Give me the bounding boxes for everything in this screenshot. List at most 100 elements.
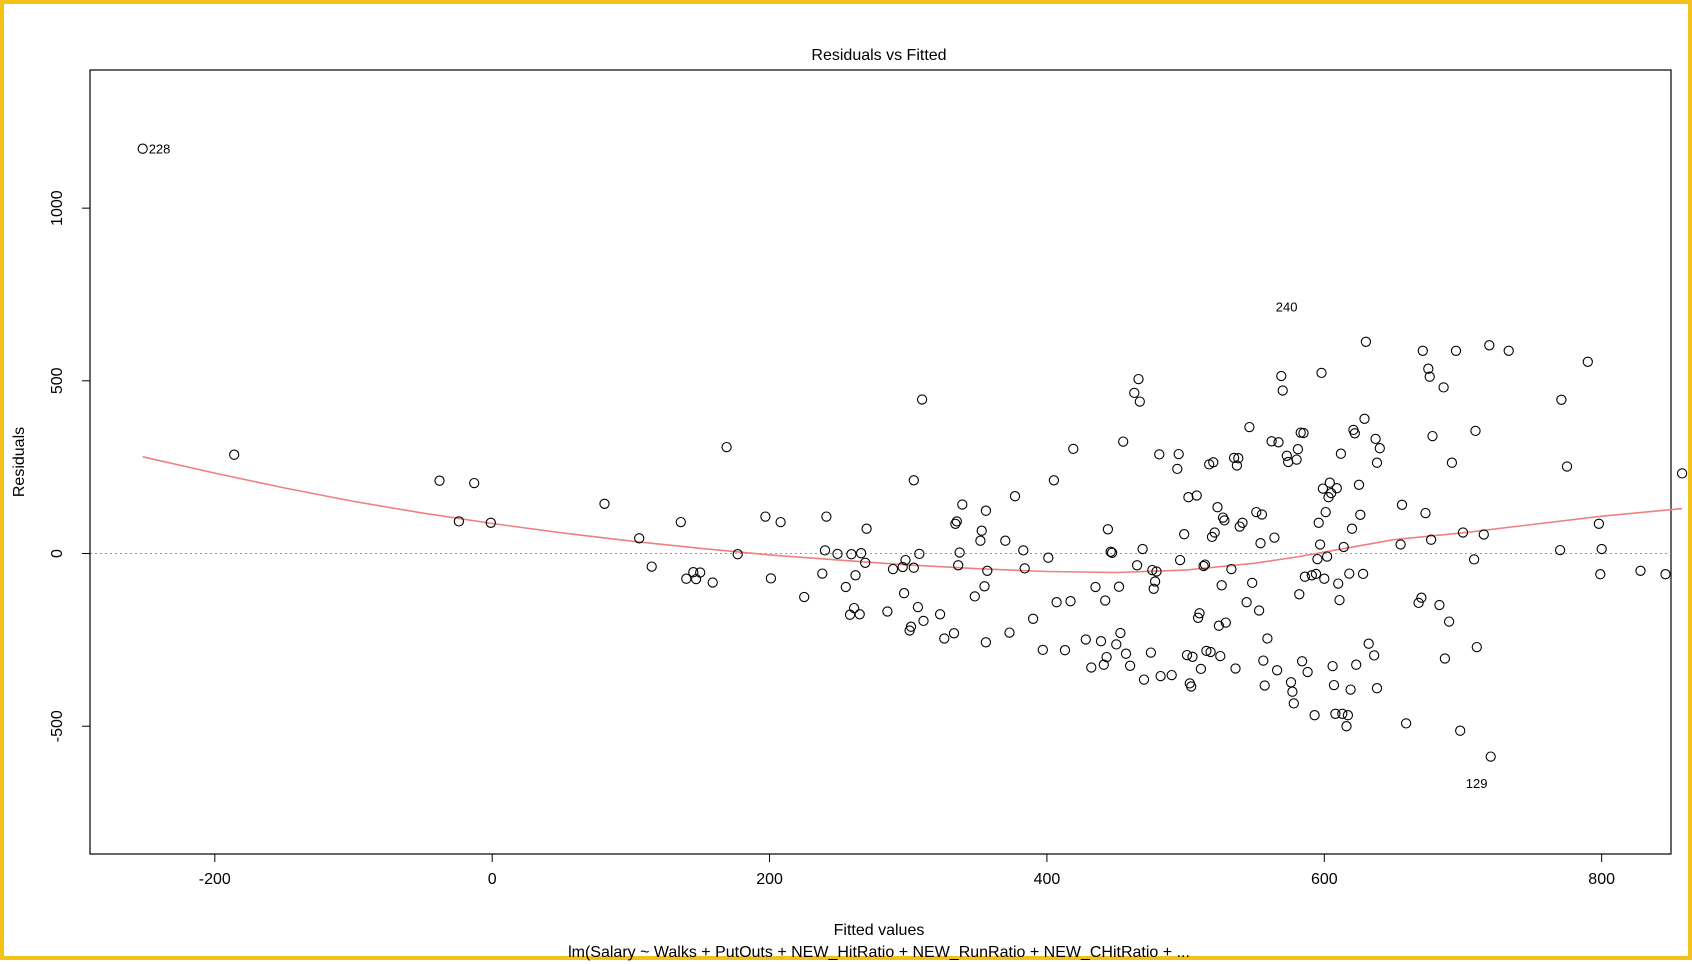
residual-point [1292, 444, 1304, 455]
residual-point [832, 548, 843, 560]
residual-point [975, 535, 986, 546]
residual-point [760, 511, 771, 522]
residual-point [1247, 577, 1258, 589]
residual-point [1355, 509, 1366, 520]
residual-point [1457, 527, 1469, 538]
residual-point [1319, 573, 1330, 584]
residual-point [1369, 650, 1380, 661]
residual-point [1438, 382, 1449, 393]
residual-point [1194, 608, 1205, 619]
residual-point [1470, 425, 1481, 437]
residual-point [1288, 698, 1299, 709]
residual-point [1425, 534, 1437, 545]
residual-point [1424, 371, 1435, 382]
residual-point [1320, 506, 1331, 518]
residual-point [939, 633, 950, 644]
residual-point [1417, 345, 1428, 356]
residual-point [954, 547, 965, 558]
residual-point [1593, 518, 1605, 529]
residual-point [1554, 544, 1566, 556]
x-tick-label: 600 [1311, 871, 1338, 888]
residual-point [599, 498, 610, 509]
residual-point [1134, 396, 1145, 407]
residual-point [732, 549, 743, 560]
residual-point [688, 567, 699, 578]
residual-point [1635, 565, 1646, 576]
residual-point [1363, 638, 1374, 649]
residual-point [453, 516, 465, 527]
residual-point [1561, 461, 1573, 472]
residual-point [1327, 660, 1338, 672]
residual-point [646, 561, 657, 572]
residual-point [1353, 479, 1365, 490]
residual-point [1285, 677, 1297, 688]
residual-point [1145, 647, 1157, 658]
residual-point [1253, 605, 1265, 616]
residual-point [1331, 483, 1342, 494]
residual-point [1413, 597, 1424, 609]
residual-point [1484, 340, 1495, 351]
residual-point [1129, 387, 1140, 399]
residual-point [1137, 543, 1148, 555]
residual-point [1174, 554, 1186, 566]
residual-point [1262, 633, 1273, 644]
residual-point [1676, 468, 1688, 479]
residual-point [1330, 708, 1341, 719]
residual-point [980, 637, 992, 648]
residual-point [1215, 650, 1226, 662]
residual-point [900, 554, 911, 566]
residual-point [1503, 345, 1514, 356]
y-tick-label: 500 [49, 367, 66, 394]
residual-point [848, 602, 860, 614]
residual-point [1269, 532, 1280, 543]
residual-point [1187, 651, 1198, 662]
y-axis-label: Residuals [11, 427, 28, 497]
lowess-smoother-line [142, 456, 1683, 574]
residual-point [1294, 589, 1305, 600]
residual-point [1478, 529, 1489, 540]
residual-point [1181, 649, 1193, 661]
residual-point [775, 516, 786, 528]
residual-point [1118, 436, 1129, 447]
residual-point [1299, 571, 1311, 582]
residual-point [1173, 448, 1184, 460]
residual-point [485, 517, 496, 528]
residual-point [1443, 616, 1455, 627]
residual-point [882, 606, 893, 617]
residual-point [1105, 546, 1116, 557]
residual-point [1423, 363, 1434, 374]
residual-point [1255, 538, 1266, 549]
residual-point [1179, 529, 1190, 540]
residual-point [1371, 457, 1383, 468]
residual-point [1192, 612, 1204, 623]
residual-point [1351, 659, 1362, 670]
residual-point [1359, 413, 1370, 424]
residual-point [1217, 512, 1229, 523]
residual-point [1043, 552, 1054, 563]
residual-point [1155, 670, 1166, 682]
residual-point [1427, 430, 1438, 442]
residual-point [1302, 666, 1313, 678]
residual-point [1321, 551, 1333, 562]
residual-point [976, 525, 987, 536]
residual-point [1328, 679, 1340, 691]
residual-point [765, 573, 777, 584]
model-formula: lm(Salary ~ Walks + PutOuts + NEW_HitRat… [568, 944, 1190, 961]
residual-point [1186, 681, 1197, 692]
residual-point [434, 475, 445, 486]
residual-point [1277, 385, 1288, 396]
x-tick-label: 0 [488, 871, 497, 888]
residual-point [1027, 613, 1039, 624]
residual-point [1205, 646, 1216, 658]
residual-point [908, 475, 919, 486]
points-layer [137, 143, 1688, 762]
residual-point [1273, 437, 1284, 448]
residual-point [681, 573, 692, 584]
residual-point [1231, 460, 1243, 471]
residual-point [1237, 517, 1248, 528]
residual-point [1360, 336, 1372, 347]
x-tick-label: 200 [756, 871, 783, 888]
residual-point [1370, 433, 1381, 445]
residual-point [1335, 448, 1347, 459]
residual-point [1151, 566, 1162, 577]
